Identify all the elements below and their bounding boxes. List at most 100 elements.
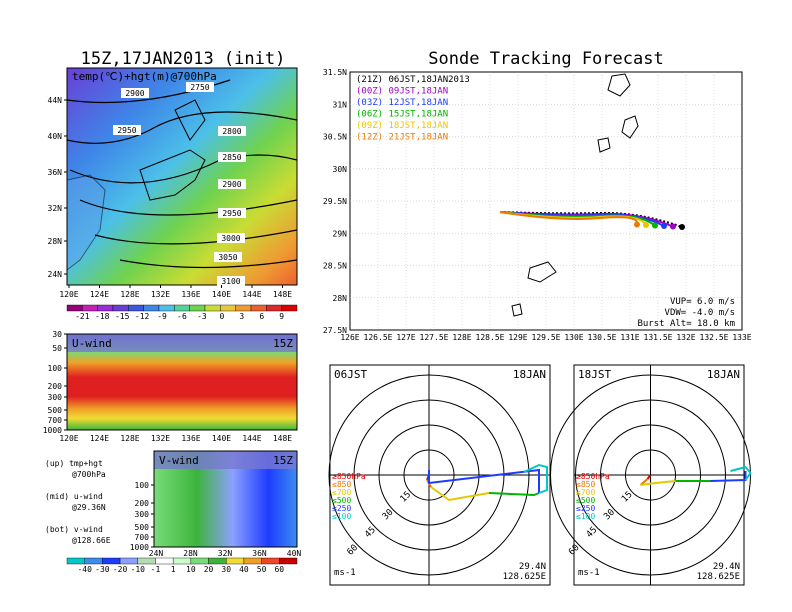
colorbar-label: -18 <box>95 312 110 321</box>
lat-tick-label: 28N <box>333 294 348 303</box>
lon-tick-label: 128.5E <box>476 333 505 342</box>
note-bot: (bot) v-wind <box>45 525 103 534</box>
hodograph-trace <box>428 468 540 493</box>
colorbar-label: 0 <box>219 312 224 321</box>
pressure-tick-label: 300 <box>135 510 150 519</box>
lon-tick-label: 140E <box>212 290 231 299</box>
lon-tick-label: 126E <box>340 333 359 342</box>
colorbar-cell <box>250 304 267 312</box>
lon-tick-label: 129.5E <box>532 333 561 342</box>
contour-label: 2900 <box>125 89 144 98</box>
map-panel: temp(℃)+hgt(m)@700hPa 2750 2800 2850 2900 29… <box>48 67 298 299</box>
lat-tick-label: 24N <box>149 549 164 558</box>
contour-label: 2950 <box>117 126 136 135</box>
note-bot-level: @128.66E <box>72 536 111 545</box>
lat-tick-label: 36N <box>252 549 267 558</box>
location-lat: 29.4N <box>519 562 546 572</box>
pressure-tick-label: 200 <box>135 499 150 508</box>
colorbar-label: -3 <box>197 312 207 321</box>
ascent-speed: VUP= 6.0 m/s <box>670 297 735 307</box>
colorbar-label: 40 <box>239 565 249 574</box>
lat-tick-label: 44N <box>48 96 63 105</box>
level-legend-entry: ≤250 <box>332 504 351 513</box>
contour-line <box>66 111 298 144</box>
island-outline <box>597 137 611 153</box>
lon-tick-label: 132E <box>151 434 170 443</box>
lon-tick-label: 131.5E <box>644 333 673 342</box>
pressure-tick-label: 1000 <box>43 426 62 435</box>
contour-label: 2900 <box>222 180 241 189</box>
lon-tick-label: 140E <box>212 434 231 443</box>
colorbar-cell <box>243 557 262 565</box>
hodograph-date: 18JAN <box>707 368 740 381</box>
contour-line <box>79 199 298 216</box>
level-legend-entry: ≤700 <box>332 488 351 497</box>
pressure-tick-label: 700 <box>48 416 63 425</box>
lon-tick-label: 148E <box>273 290 292 299</box>
lat-tick-label: 36N <box>48 168 63 177</box>
colorbar-label: 50 <box>257 565 267 574</box>
lon-tick-label: 131E <box>620 333 639 342</box>
vwind-label: V-wind <box>159 454 199 467</box>
track-legend-entry: (21Z) 06JST,18JAN2013 <box>356 75 470 85</box>
contour-label-bg <box>218 126 246 136</box>
colorbar-label: -9 <box>157 312 167 321</box>
colorbar-label: -15 <box>115 312 130 321</box>
track-legend-entry: (00Z) 09JST,18JAN <box>356 87 448 97</box>
colorbar-label: 9 <box>279 312 284 321</box>
landing-point <box>679 224 685 230</box>
colorbar-label: 1 <box>171 565 176 574</box>
lon-tick-label: 136E <box>181 290 200 299</box>
uwind-upper-band <box>67 334 297 352</box>
lon-tick-label: 148E <box>273 434 292 443</box>
level-legend-entry: ≤850 <box>576 480 595 489</box>
hodograph-time: 18JST <box>578 368 611 381</box>
colorbar-cell <box>155 557 174 565</box>
contour-label: 3100 <box>221 277 240 286</box>
tracking-panel: (21Z) 06JST,18JAN2013 (00Z) 09JST,18JAN(0… <box>323 68 752 342</box>
colorbar-cell <box>66 557 85 565</box>
level-legend-entry: ≤500 <box>332 496 351 505</box>
lon-tick-label: 128E <box>120 434 139 443</box>
right-title: Sonde Tracking Forecast <box>428 49 663 69</box>
level-legend-entry: ≤250 <box>576 504 595 513</box>
colorbar-label: -10 <box>131 565 146 574</box>
hodograph-trace <box>646 474 652 480</box>
track-legend-entry: (12Z) 21JST,18JAN <box>356 133 448 143</box>
hodograph-trace <box>488 492 540 497</box>
unit-label: ms-1 <box>578 568 600 578</box>
island-outline <box>511 303 523 317</box>
contour-label: 2800 <box>222 127 241 136</box>
hokkaido-coast <box>174 99 206 141</box>
location-lon: 128.625E <box>697 572 740 582</box>
pressure-tick-label: 50 <box>52 344 62 353</box>
colorbar-label: 3 <box>239 312 244 321</box>
lon-tick-label: 120E <box>59 290 78 299</box>
track-legend-entry: (03Z) 12JST,18JAN <box>356 98 448 108</box>
lat-tick-label: 28N <box>48 237 63 246</box>
location-lat: 29.4N <box>713 562 740 572</box>
colorbar-label: -12 <box>135 312 150 321</box>
level-legend-entry: ≤700 <box>576 488 595 497</box>
lon-tick-label: 120E <box>59 434 78 443</box>
level-legend-entry: ≥850hPa <box>576 472 610 481</box>
lon-tick-label: 132E <box>676 333 695 342</box>
contour-label: 2750 <box>190 83 209 92</box>
colorbar-cell <box>204 304 221 312</box>
island-outline <box>607 73 631 97</box>
colorbar-cell <box>172 557 192 565</box>
contour-label: 3000 <box>221 234 240 243</box>
burst-altitude: Burst Alt= 18.0 km <box>637 319 735 329</box>
pressure-tick-label: 500 <box>135 523 150 532</box>
landing-point <box>670 223 676 230</box>
contour-label-bg <box>218 179 246 189</box>
colorbar-label: -40 <box>77 565 92 574</box>
vwind-frame <box>153 450 298 548</box>
colorbar-cell <box>261 557 280 565</box>
contour-label-bg <box>121 88 149 98</box>
lon-tick-label: 127.5E <box>420 333 449 342</box>
landing-point <box>652 222 658 229</box>
